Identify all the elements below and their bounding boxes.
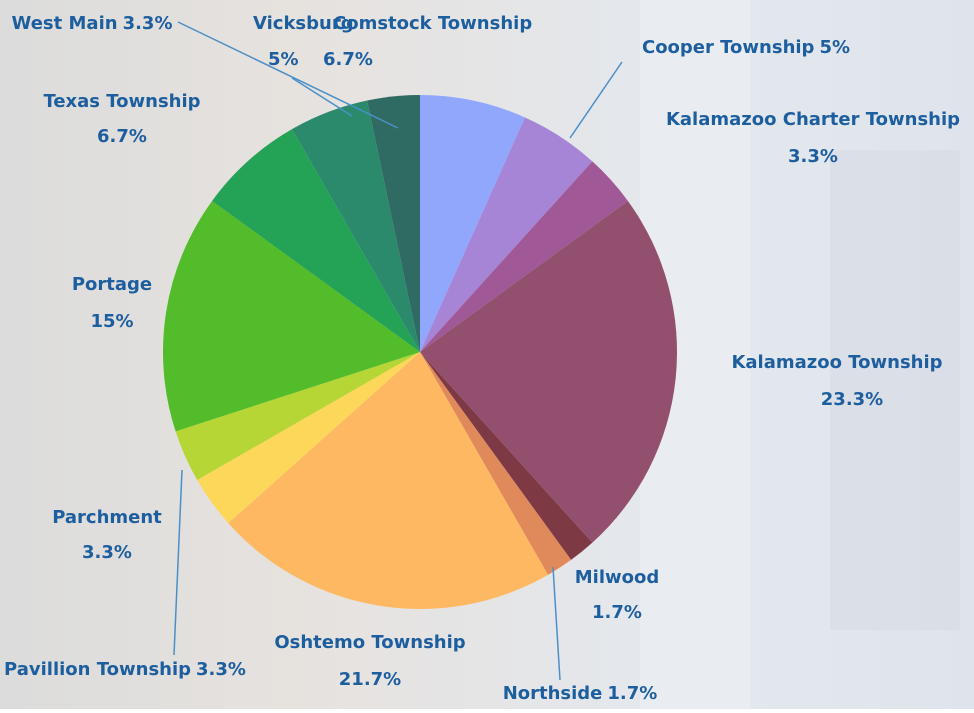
label-name: Portage [72, 274, 152, 295]
data-label: West Main 3.3% [12, 13, 173, 34]
label-name: Oshtemo Township [274, 632, 465, 653]
label-name: Kalamazoo Township [731, 352, 942, 373]
pie-slice [420, 95, 526, 352]
data-label: Northside 1.7% [503, 683, 658, 704]
label-name: West Main [12, 13, 118, 34]
background-detail [830, 150, 960, 630]
label-value: 23.3% [821, 389, 883, 410]
pie-slice [228, 352, 549, 609]
label-value: 21.7% [339, 669, 401, 690]
pie-slice [163, 200, 421, 432]
leader-line [569, 61, 623, 139]
pie-slice [175, 352, 420, 481]
pie-slice [420, 200, 678, 543]
label-name: Milwood [575, 567, 660, 588]
label-name: Texas Township [43, 91, 200, 112]
pie-slice [291, 100, 420, 353]
label-value: 1.7% [607, 683, 657, 704]
label-name: Comstock Township [333, 13, 532, 34]
label-name: Cooper Township [642, 37, 815, 58]
label-value: 3.3% [788, 146, 838, 167]
leader-line [552, 566, 561, 681]
leader-line [173, 469, 183, 656]
label-name: Northside [503, 683, 603, 704]
label-name: Kalamazoo Charter Township [666, 109, 960, 130]
pie-slice [420, 352, 572, 575]
label-value: 6.7% [97, 126, 147, 147]
pie-slice [197, 352, 420, 524]
label-value: 15% [90, 311, 133, 332]
label-name: Vicksburg [253, 13, 354, 34]
label-value: 3.3% [82, 542, 132, 563]
label-name: Parchment [52, 507, 162, 528]
data-label: Pavillion Township 3.3% [4, 659, 246, 680]
label-value: 1.7% [592, 602, 642, 623]
label-value: 6.7% [323, 49, 373, 70]
label-value: 3.3% [123, 13, 173, 34]
label-value: 3.3% [196, 659, 246, 680]
label-value: 5% [268, 49, 299, 70]
label-value: 5% [819, 37, 850, 58]
pie-slice [420, 161, 628, 352]
pie-slice [212, 129, 420, 352]
pie-slice [420, 117, 593, 352]
label-name: Pavillion Township [4, 659, 191, 680]
data-label: Cooper Township 5% [642, 37, 850, 58]
leader-line [291, 77, 353, 117]
pie-slice [367, 95, 420, 352]
pie-slice [420, 352, 593, 560]
leader-line [177, 21, 399, 129]
